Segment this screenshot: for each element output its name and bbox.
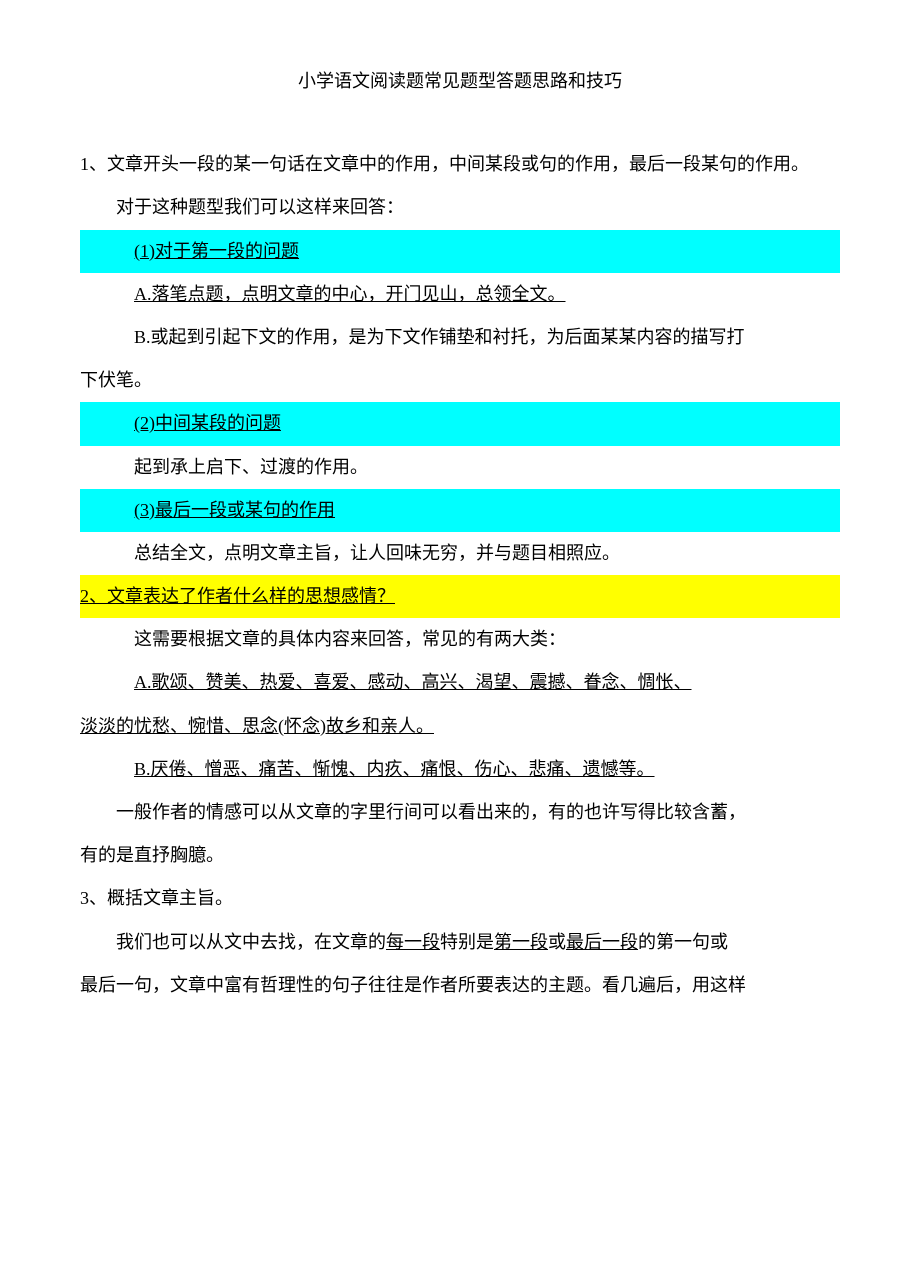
section1-point2: (2)中间某段的问题 xyxy=(80,402,840,445)
section1-point3: (3)最后一段或某句的作用 xyxy=(80,489,840,532)
section3-text1: 我们也可以从文中去找，在文章的每一段特别是第一段或最后一段的第一句或 xyxy=(80,921,840,964)
section1-answer3: 总结全文，点明文章主旨，让人回味无穷，并与题目相照应。 xyxy=(80,532,840,575)
section3-text1-u1: 每一段 xyxy=(386,932,440,952)
section3-text2: 最后一句，文章中富有哲理性的句子往往是作者所要表达的主题。看几遍后，用这样 xyxy=(80,964,840,1007)
section3-heading: 3、概括文章主旨。 xyxy=(80,877,840,920)
section3-text1-pre: 我们也可以从文中去找，在文章的 xyxy=(116,932,386,952)
section1-point1: (1)对于第一段的问题 xyxy=(80,230,840,273)
section2-intro: 这需要根据文章的具体内容来回答，常见的有两大类： xyxy=(80,618,840,661)
section1-heading: 1、文章开头一段的某一句话在文章中的作用，中间某段或句的作用，最后一段某句的作用… xyxy=(80,143,840,186)
section1-intro: 对于这种题型我们可以这样来回答： xyxy=(80,186,840,229)
section2-answerA: A.歌颂、赞美、热爱、喜爱、感动、高兴、渴望、震撼、眷念、惆怅、 xyxy=(80,661,840,704)
section1-answer1a: A.落笔点题，点明文章的中心，开门见山，总领全文。 xyxy=(80,273,840,316)
section2-answerA-cont: 淡淡的忧愁、惋惜、思念(怀念)故乡和亲人。 xyxy=(80,705,840,748)
section2-note: 一般作者的情感可以从文章的字里行间可以看出来的，有的也许写得比较含蓄， xyxy=(80,791,840,834)
section1-answer2: 起到承上启下、过渡的作用。 xyxy=(80,446,840,489)
section2-heading: 2、文章表达了作者什么样的思想感情？ xyxy=(80,575,840,618)
section3-text1-mid2: 或 xyxy=(548,932,566,952)
document-title: 小学语文阅读题常见题型答题思路和技巧 xyxy=(80,60,840,103)
section3-text1-u2: 第一段 xyxy=(494,932,548,952)
section2-answerB: B.厌倦、憎恶、痛苦、惭愧、内疚、痛恨、伤心、悲痛、遗憾等。 xyxy=(80,748,840,791)
section1-answer1b: B.或起到引起下文的作用，是为下文作铺垫和衬托，为后面某某内容的描写打 xyxy=(80,316,840,359)
section2-note-cont: 有的是直抒胸臆。 xyxy=(80,834,840,877)
section3-text1-post: 的第一句或 xyxy=(638,932,728,952)
section3-text1-u3: 最后一段 xyxy=(566,932,638,952)
section3-text1-mid1: 特别是 xyxy=(440,932,494,952)
section1-answer1b-cont: 下伏笔。 xyxy=(80,359,840,402)
